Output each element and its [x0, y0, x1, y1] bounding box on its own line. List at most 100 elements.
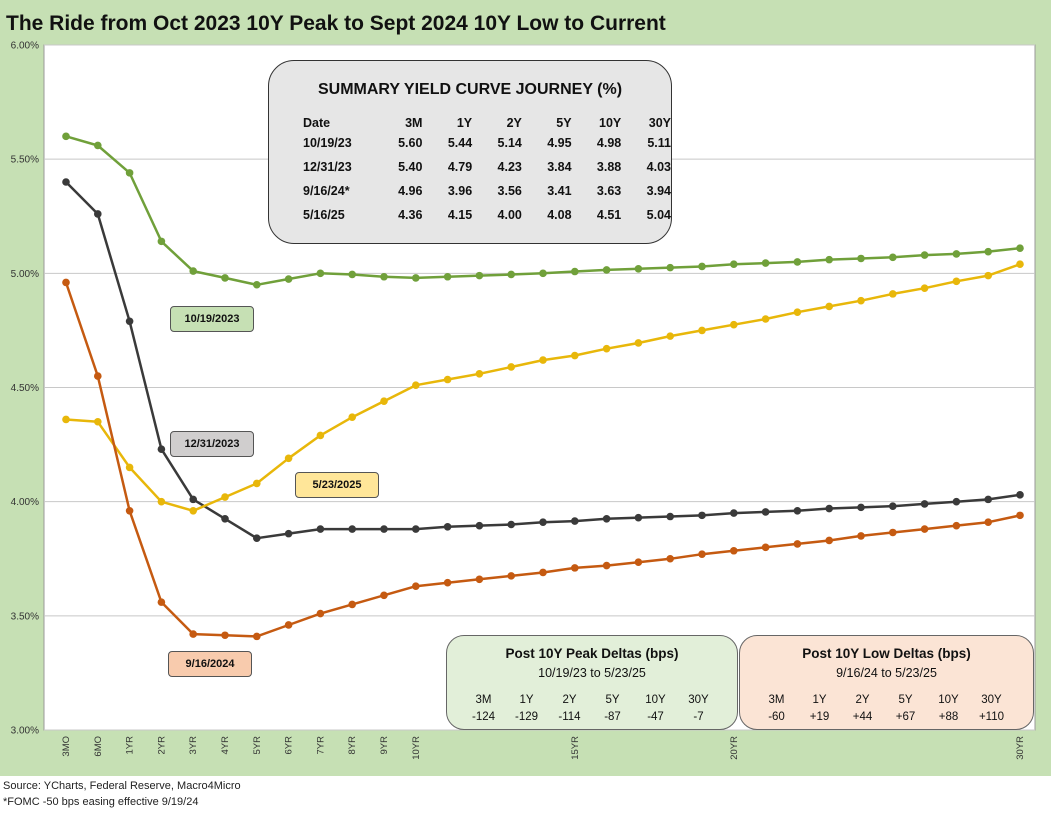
low-deltas-table: 3M 1Y 2Y 5Y 10Y 30Y -60 +19 +44 +67 +88 …	[755, 691, 1013, 725]
low-deltas-header-row: 3M 1Y 2Y 5Y 10Y 30Y	[755, 691, 1013, 708]
data-point	[380, 272, 388, 281]
data-point	[920, 284, 929, 292]
data-point	[602, 561, 611, 570]
data-point	[984, 271, 992, 280]
peak-delta-header: 1Y	[519, 693, 534, 706]
data-point	[252, 534, 261, 542]
data-point	[157, 237, 166, 246]
data-point	[539, 568, 547, 577]
data-point	[348, 413, 357, 421]
series-label-sep2024: 9/16/2024	[168, 651, 252, 677]
summary-cell: 4.00	[497, 208, 522, 222]
data-point	[252, 479, 261, 488]
data-point	[284, 529, 293, 538]
data-point	[889, 528, 897, 537]
x-tick-label: 8YR	[347, 736, 358, 755]
series-label-oct2023: 10/19/2023	[170, 306, 254, 332]
low-delta-value: -60	[768, 710, 785, 723]
data-point	[221, 631, 229, 640]
data-point	[761, 543, 770, 552]
data-point	[1016, 260, 1024, 269]
data-point	[952, 521, 961, 530]
data-point	[157, 598, 166, 606]
low-deltas-subtitle: 9/16/24 to 5/23/25	[836, 666, 937, 680]
summary-cell: 5.11	[647, 136, 671, 150]
data-point	[571, 267, 579, 276]
summary-header-cell: 3M	[405, 116, 423, 130]
x-tick-label: 30YR	[1015, 736, 1026, 760]
data-point	[62, 278, 70, 287]
peak-delta-value: -87	[604, 710, 621, 723]
data-point	[539, 518, 547, 527]
summary-cell: 4.98	[596, 136, 622, 150]
peak-delta-header: 2Y	[562, 693, 577, 706]
summary-cell: 12/31/23	[303, 160, 352, 174]
summary-cell: 3.88	[596, 160, 622, 174]
data-point	[94, 372, 102, 380]
data-point	[412, 274, 420, 282]
data-point	[221, 493, 229, 501]
summary-cell: 3.56	[497, 184, 522, 198]
summary-cell: 3.84	[547, 160, 572, 174]
peak-delta-value: -124	[471, 710, 496, 723]
y-tick-label: 3.50%	[11, 611, 39, 622]
data-point	[730, 260, 738, 269]
low-delta-header: 5Y	[898, 693, 913, 706]
summary-cell: 4.36	[398, 208, 423, 222]
data-point	[793, 258, 802, 266]
summary-row: 9/16/24* 4.96 3.96 3.56 3.41 3.63 3.94	[303, 179, 671, 203]
low-deltas-value-row: -60 +19 +44 +67 +88 +110	[755, 708, 1013, 725]
data-point	[634, 558, 643, 566]
data-point	[157, 445, 166, 453]
data-point	[380, 591, 388, 600]
data-point	[539, 269, 547, 278]
data-point	[571, 351, 579, 360]
data-point	[475, 521, 484, 530]
summary-cell: 4.79	[447, 160, 473, 174]
data-point	[666, 332, 674, 340]
summary-title: SUMMARY YIELD CURVE JOURNEY (%)	[317, 81, 623, 98]
summary-cell: 4.51	[596, 208, 622, 222]
data-point	[252, 280, 261, 289]
data-point	[984, 495, 992, 504]
data-point	[62, 178, 70, 186]
low-delta-header: 3M	[768, 693, 785, 706]
data-point	[189, 630, 197, 638]
data-point	[920, 251, 929, 259]
summary-cell: 5.14	[497, 136, 522, 150]
summary-row: 12/31/23 5.40 4.79 4.23 3.84 3.88 4.03	[303, 155, 671, 179]
data-point	[952, 250, 961, 258]
x-tick-label: 1YR	[125, 736, 136, 755]
data-point	[825, 504, 833, 513]
summary-header-cell: 1Y	[456, 116, 473, 130]
data-point	[316, 525, 325, 533]
data-point	[984, 247, 992, 256]
data-point	[857, 254, 865, 263]
data-point	[284, 621, 293, 629]
peak-deltas-header-row: 3M 1Y 2Y 5Y 10Y 30Y	[462, 691, 720, 708]
summary-header-cell: 2Y	[506, 116, 522, 130]
data-point	[221, 274, 229, 282]
series-label-may2025: 5/23/2025	[295, 472, 379, 498]
data-point	[475, 370, 484, 378]
summary-table: Date 3M 1Y 2Y 5Y 10Y 30Y 10/19/23 5.60 5…	[303, 115, 671, 227]
data-point	[857, 503, 865, 512]
data-point	[316, 609, 325, 618]
data-point	[984, 518, 992, 527]
data-point	[952, 277, 961, 286]
low-delta-value: +88	[938, 710, 959, 723]
peak-deltas-table: 3M 1Y 2Y 5Y 10Y 30Y -124 -129 -114 -87 -…	[462, 691, 720, 725]
data-point	[1016, 511, 1024, 520]
summary-header-row: Date 3M 1Y 2Y 5Y 10Y 30Y	[303, 115, 671, 131]
peak-deltas-title: Post 10Y Peak Deltas (bps)	[505, 646, 679, 661]
data-point	[730, 509, 738, 517]
low-delta-value: +44	[852, 710, 873, 723]
data-point	[94, 417, 102, 426]
y-axis-ticks: 6.00% 5.50% 5.00% 4.50% 4.00% 3.50% 3.00%	[11, 41, 39, 737]
peak-delta-header: 3M	[475, 693, 492, 706]
data-point	[857, 296, 865, 305]
data-point	[125, 169, 134, 177]
data-point	[920, 525, 929, 533]
data-point	[889, 253, 897, 262]
low-delta-header: 2Y	[855, 693, 870, 706]
